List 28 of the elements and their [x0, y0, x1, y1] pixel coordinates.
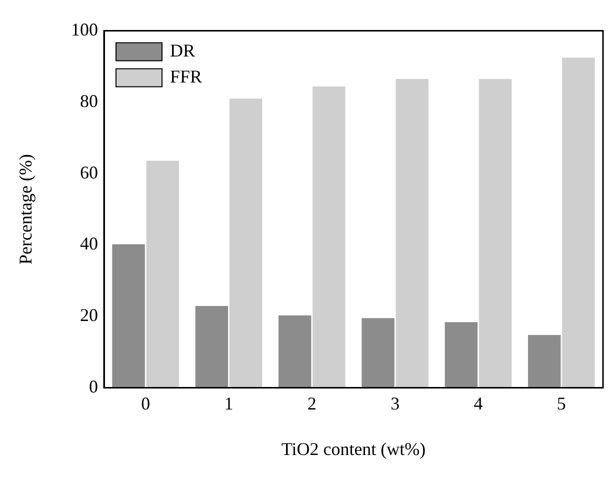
bar: [278, 315, 312, 388]
y-tick-label: 20: [80, 305, 98, 326]
y-tick-label: 80: [80, 90, 98, 111]
bar: [444, 322, 478, 388]
y-axis-title: Percentage (%): [16, 154, 36, 265]
bar: [362, 318, 394, 388]
x-tick-label: 3: [390, 393, 400, 414]
y-tick-label: 60: [80, 162, 98, 182]
x-axis-title: TiO2 content (wt%): [281, 438, 426, 459]
x-tick-label: 4: [474, 393, 483, 414]
bar: [562, 58, 595, 388]
bar: [478, 78, 512, 388]
legend-label: FFR: [170, 66, 202, 87]
x-tick-label: 5: [556, 393, 566, 414]
x-tick-label: 0: [141, 393, 150, 414]
bar: [312, 86, 346, 388]
y-tick-label: 40: [80, 234, 98, 254]
bar: [195, 306, 228, 388]
bar: [396, 78, 428, 388]
legend-label: DR: [170, 40, 196, 61]
x-tick-label: 1: [224, 393, 234, 414]
x-tick-label: 2: [307, 393, 316, 414]
bar: [229, 98, 262, 388]
bar: [112, 244, 145, 388]
y-tick-label: 0: [89, 376, 98, 397]
bar: [146, 160, 179, 388]
y-tick-label: 100: [71, 20, 98, 40]
bar: [528, 334, 561, 388]
